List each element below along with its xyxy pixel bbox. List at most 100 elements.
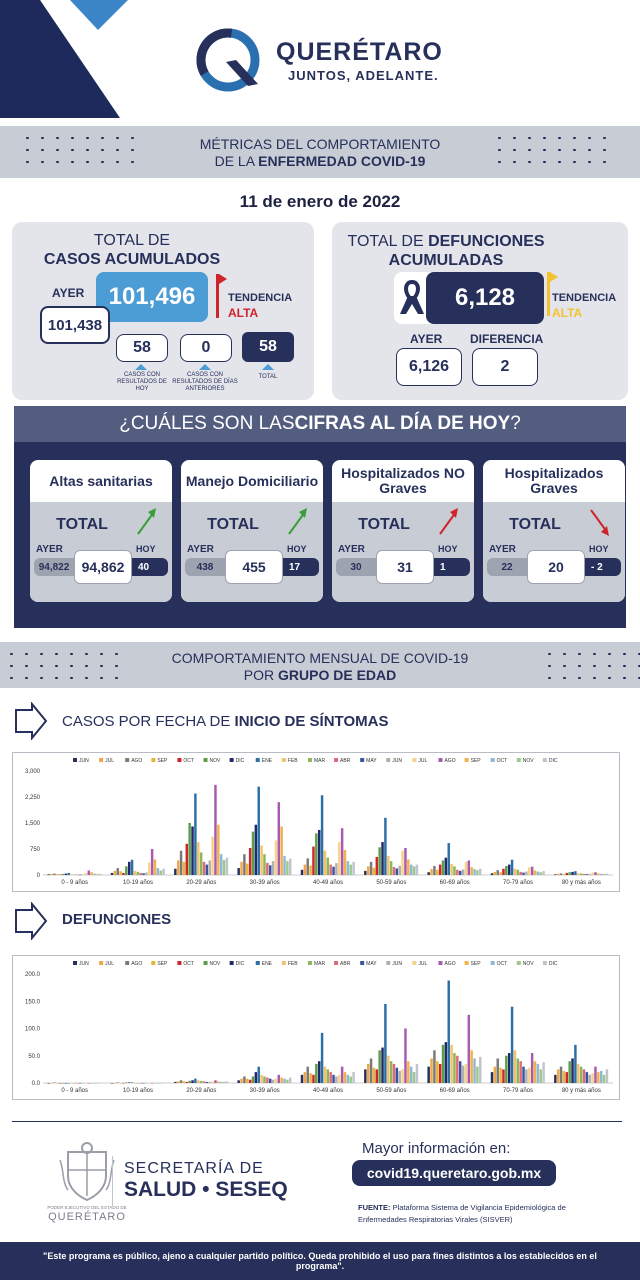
bar (366, 1063, 370, 1083)
bar (562, 874, 566, 875)
bar (289, 1077, 292, 1083)
y-tick-label: 1,500 (25, 821, 41, 827)
bar (378, 847, 381, 875)
bar (268, 865, 272, 875)
legend-swatch (255, 961, 260, 965)
y-tick-label: 0.0 (32, 1081, 41, 1087)
metric-body: TOTAL AYER HOY 22 - 2 20 (483, 502, 625, 602)
bar (257, 786, 260, 875)
cases-prev-days-value: 0 (201, 339, 211, 356)
deaths-chart: JUN JUL AGO SEP OCT NOV DIC ENE FEB MAR ABR MAY JUN J… (12, 955, 620, 1100)
bar (476, 1066, 479, 1083)
bar (246, 1078, 249, 1083)
bar (254, 1072, 258, 1083)
metric-body: TOTAL AYER HOY 438 17 455 (181, 502, 323, 602)
bar (73, 874, 76, 875)
bar (199, 1080, 203, 1083)
metric-total-value: 94,862 (81, 559, 125, 575)
deaths-diff-label: DIFERENCIA (470, 332, 544, 346)
footer-divider (112, 1156, 113, 1206)
legend-swatch (229, 758, 234, 762)
metric-ayer-box: 94,822 (34, 558, 74, 576)
x-tick-label: 0 - 9 años (61, 880, 88, 886)
seal-line1: PODER EJECUTIVO DEL ESTADO DE (47, 1205, 127, 1210)
bar (513, 1050, 517, 1083)
bar (263, 1076, 266, 1083)
bar (153, 1083, 157, 1084)
y-tick-label: 3,000 (25, 769, 41, 775)
cases-total-box: 101,496 (96, 272, 208, 322)
bar (493, 871, 497, 875)
corner-decoration (0, 0, 128, 118)
metric-title: Hospitalizados Graves (504, 465, 604, 496)
legend-swatch (307, 961, 312, 965)
y-tick-label: 200.0 (25, 972, 41, 978)
dots-decoration (542, 648, 640, 688)
bar (188, 1080, 191, 1083)
bar (539, 1069, 542, 1083)
banner2-line1: COMPORTAMIENTO MENSUAL DE COVID-19 (171, 650, 469, 666)
bar (458, 870, 462, 875)
bar (274, 840, 278, 875)
bar (162, 1083, 165, 1084)
bar (585, 1072, 589, 1083)
legend-label: MAY (366, 758, 377, 764)
bar (352, 861, 355, 875)
legend-swatch (360, 961, 365, 965)
banner2-line2-prefix: POR (243, 667, 278, 683)
metric-card-hosp-graves: Hospitalizados Graves TOTAL AYER HOY 22 - 2 20 (483, 460, 625, 602)
bar (70, 1083, 73, 1084)
bar (122, 872, 125, 875)
bar (113, 870, 117, 875)
bar (277, 802, 281, 875)
cases-total-new-box: 58 (242, 332, 294, 362)
bar (372, 867, 376, 875)
legend-swatch (307, 758, 312, 762)
metric-total-label: TOTAL (207, 516, 259, 533)
info-url-link[interactable]: covid19.queretaro.gob.mx (352, 1160, 556, 1186)
cases-total-new-caption: TOTAL (258, 374, 278, 380)
bar (70, 874, 73, 875)
bar (257, 1066, 260, 1083)
bar (395, 868, 399, 875)
bar (427, 872, 430, 875)
deaths-total-inner: 6,128 (426, 272, 544, 324)
bar (90, 872, 93, 875)
logo-name: QUERÉTARO (276, 38, 443, 66)
bar (577, 873, 580, 875)
bar (409, 864, 413, 875)
bar (309, 865, 312, 875)
pointer-icon (135, 364, 147, 370)
bar (409, 1066, 413, 1083)
bar (588, 873, 591, 875)
bar (205, 1081, 209, 1083)
metric-body: TOTAL AYER HOY 94,822 40 94,862 (30, 502, 172, 602)
bar (174, 868, 177, 875)
bar (438, 1063, 442, 1083)
today-question-suffix: ? (510, 413, 521, 434)
bar (197, 842, 200, 875)
trend-arrow-icon (590, 509, 609, 536)
bar (251, 831, 255, 875)
bar (122, 1083, 125, 1084)
bar (56, 874, 59, 875)
bar (496, 870, 499, 875)
bar (194, 793, 197, 875)
bar (211, 836, 214, 875)
bar (116, 1082, 119, 1083)
bar (473, 1058, 476, 1083)
bar (266, 1077, 269, 1083)
arrow-outline-icon (15, 702, 48, 740)
bar (585, 874, 589, 875)
bar (441, 860, 445, 875)
legend-swatch (99, 961, 104, 965)
divider (12, 1121, 622, 1122)
bar (150, 849, 154, 875)
bar (579, 873, 583, 875)
legend-label: NOV (523, 961, 535, 967)
secretaria-line1: SECRETARÍA DE (124, 1160, 264, 1177)
bar (496, 1058, 499, 1083)
metric-ayer-label: AYER (36, 544, 63, 555)
metric-title: Manejo Domiciliario (185, 472, 319, 489)
legend-swatch (281, 961, 286, 965)
